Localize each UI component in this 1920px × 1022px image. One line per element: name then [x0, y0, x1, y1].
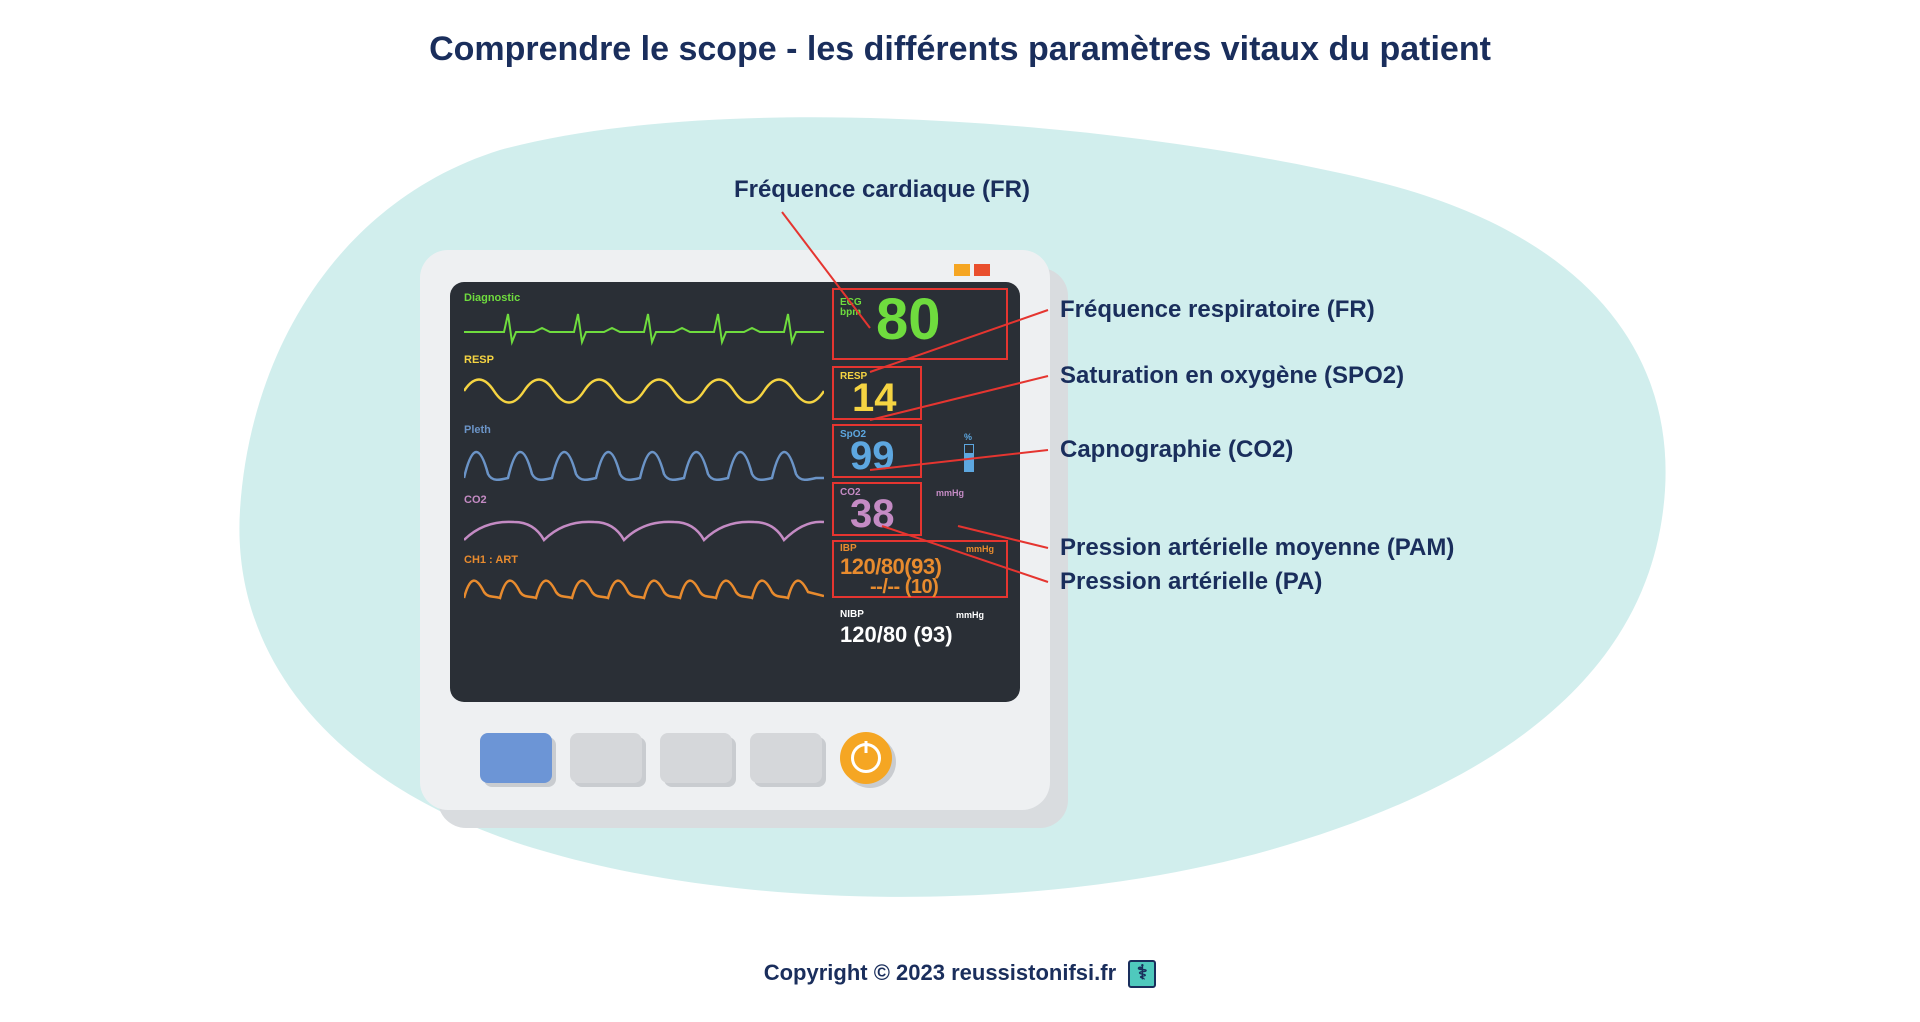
monitor-button-3[interactable] — [660, 733, 732, 783]
led-orange — [954, 264, 970, 276]
copyright-line: Copyright © 2023 reussistonifsi.fr — [0, 960, 1920, 988]
status-leds — [954, 264, 990, 276]
monitor-body: Diagnostic RESP Pleth — [420, 250, 1050, 810]
ibp-unit: mmHg — [966, 544, 994, 554]
readouts-column: ECG bpm 80 RESP 14 SpO2 — [836, 292, 1014, 692]
copyright-text: Copyright © 2023 reussistonifsi.fr — [764, 960, 1116, 985]
readout-resp: RESP 14 — [836, 370, 924, 422]
spo2-bar — [964, 444, 974, 472]
brand-logo-icon — [1128, 960, 1156, 988]
ecg-unit: bpm — [840, 308, 862, 318]
page-title: Comprendre le scope - les différents par… — [0, 30, 1920, 69]
readout-co2: CO2 38 mmHg — [836, 486, 924, 538]
readout-ibp: IBP mmHg 120/80(93) --/-- (10) — [836, 544, 1008, 600]
power-button[interactable] — [840, 732, 892, 784]
callout-fr-respiratoire: Fréquence respiratoire (FR) — [1060, 296, 1375, 324]
ecg-value: 80 — [876, 294, 941, 346]
ibp-label: IBP — [840, 544, 857, 554]
resp-value: 14 — [852, 380, 897, 416]
nibp-value: 120/80 (93) — [840, 622, 953, 648]
monitor-buttons — [480, 732, 892, 784]
monitor-button-2[interactable] — [570, 733, 642, 783]
callout-fr-cardiaque: Fréquence cardiaque (FR) — [630, 176, 1030, 204]
spo2-value: 99 — [850, 438, 895, 474]
monitor-screen: Diagnostic RESP Pleth — [450, 282, 1020, 702]
readout-ecg: ECG bpm 80 — [836, 292, 1008, 362]
patient-monitor: Diagnostic RESP Pleth — [420, 250, 1050, 810]
callout-pa: Pression artérielle (PA) — [1060, 568, 1322, 596]
led-red — [974, 264, 990, 276]
callout-co2: Capnographie (CO2) — [1060, 436, 1293, 464]
callout-spo2: Saturation en oxygène (SPO2) — [1060, 362, 1404, 390]
co2-waveform — [464, 504, 824, 548]
resp-waveform — [464, 364, 824, 418]
nibp-label: NIBP — [840, 610, 864, 620]
waveform-area: Diagnostic RESP Pleth — [450, 282, 830, 702]
callout-pam: Pression artérielle moyenne (PAM) — [1060, 534, 1454, 562]
pleth-waveform — [464, 434, 824, 488]
co2-unit: mmHg — [936, 488, 964, 498]
spo2-pct: % — [964, 432, 972, 442]
readout-spo2: SpO2 99 % — [836, 428, 924, 480]
readout-nibp: NIBP mmHg 120/80 (93) — [836, 610, 1008, 658]
co2-value: 38 — [850, 496, 895, 532]
monitor-button-1[interactable] — [480, 733, 552, 783]
art-waveform — [464, 564, 824, 608]
ibp-line2: --/-- (10) — [870, 576, 938, 599]
monitor-button-4[interactable] — [750, 733, 822, 783]
nibp-unit: mmHg — [956, 610, 984, 620]
ecg-waveform — [464, 302, 824, 348]
